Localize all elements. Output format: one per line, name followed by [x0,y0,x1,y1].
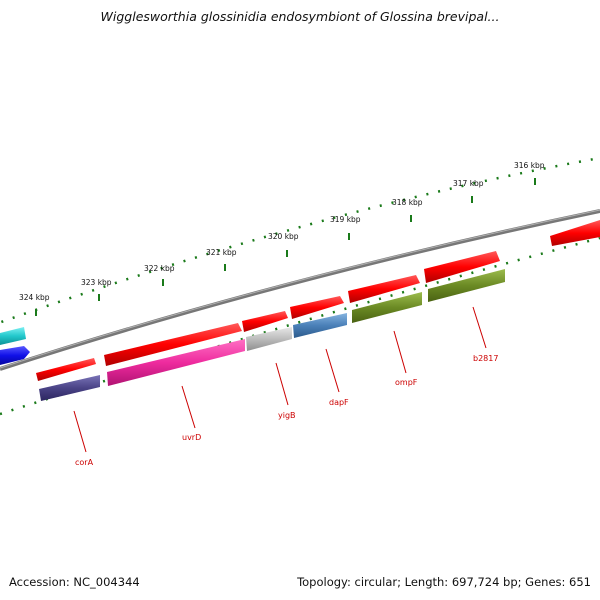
leader-line-dapF [325,348,340,393]
forward-gene-arrow[interactable] [348,275,420,303]
tick-label: 323 kbp [81,278,112,287]
inner-tick-ring [0,236,600,416]
outer-tick-ring [0,156,600,324]
forward-gene-arrow[interactable] [36,358,96,381]
gene-cyan-partial[interactable] [0,327,26,345]
leader-line-uvrD [181,385,196,429]
gene-yigB[interactable] [246,327,292,351]
tick-label: 320 kbp [268,232,299,241]
tick-label: 316 kbp [514,161,545,170]
forward-gene-arrow[interactable] [424,251,500,283]
gene-ompF[interactable] [352,292,422,323]
forward-strand-genes [36,220,600,381]
accession-text: Accession: NC_004344 [9,575,140,589]
gene-b2817[interactable] [428,269,505,302]
genome-summary-text: Topology: circular; Length: 697,724 bp; … [297,575,591,589]
forward-gene-arrow[interactable] [290,296,344,319]
tick-label: 319 kbp [330,215,361,224]
forward-gene-arrow[interactable] [242,311,288,332]
leader-line-ompF [393,330,407,374]
tick-label: 318 kbp [392,198,423,207]
leader-line-yigB [275,362,289,406]
reverse-strand-genes [0,269,505,401]
tick-label: 321 kbp [206,248,237,257]
gene-dapF[interactable] [293,313,347,338]
gene-label-yigB: yigB [278,411,296,420]
gene-label-uvrD: uvrD [182,433,201,442]
gene-corA[interactable] [39,375,100,401]
leader-line-b2817 [472,306,487,349]
gene-uvrD[interactable] [107,339,245,386]
gene-label-ompF: ompF [395,378,418,387]
tick-label: 317 kbp [453,179,484,188]
forward-gene-arrow[interactable] [104,323,242,366]
forward-gene-arrow[interactable] [550,220,600,246]
genome-backbone [0,209,600,371]
tick-label: 322 kbp [144,264,175,273]
gene-label-b2817: b2817 [473,354,498,363]
tick-label: 324 kbp [19,293,50,302]
gene-label-corA: corA [75,458,94,467]
major-ticks [35,178,536,316]
gene-label-dapF: dapF [329,398,349,407]
genome-title: Wigglesworthia glossinidia endosymbiont … [100,9,500,24]
leader-line-corA [73,410,87,453]
gene-leader-lines [73,306,487,453]
gene-blue-partial[interactable] [0,346,30,365]
